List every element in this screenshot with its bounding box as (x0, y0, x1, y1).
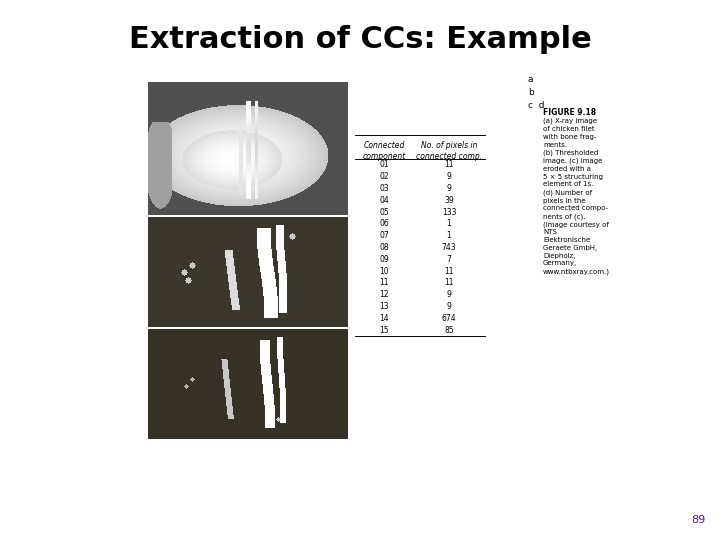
Text: 10: 10 (379, 267, 389, 275)
Text: 9: 9 (446, 302, 451, 311)
Text: 06: 06 (379, 219, 389, 228)
Text: Extraction of CCs: Example: Extraction of CCs: Example (129, 25, 591, 54)
Text: c  d: c d (528, 101, 544, 110)
Text: 02: 02 (379, 172, 389, 181)
Text: 85: 85 (444, 326, 454, 335)
Text: (a) X-ray image
of chicken filet
with bone frag-
ments.
(b) Thresholded
image. (: (a) X-ray image of chicken filet with bo… (543, 118, 610, 275)
Text: 11: 11 (444, 160, 454, 170)
Text: 743: 743 (441, 243, 456, 252)
Text: 9: 9 (446, 290, 451, 299)
Text: 11: 11 (444, 267, 454, 275)
Text: 1: 1 (446, 231, 451, 240)
Text: 9: 9 (446, 184, 451, 193)
Text: 07: 07 (379, 231, 389, 240)
Text: 11: 11 (444, 279, 454, 287)
Text: 133: 133 (442, 207, 456, 217)
Text: 08: 08 (379, 243, 389, 252)
Text: 9: 9 (446, 172, 451, 181)
Text: 674: 674 (441, 314, 456, 323)
Text: 03: 03 (379, 184, 389, 193)
Text: b: b (528, 88, 534, 97)
Text: 14: 14 (379, 314, 389, 323)
Text: FIGURE 9.18: FIGURE 9.18 (543, 108, 596, 117)
Text: No. of pixels in
connected comp.: No. of pixels in connected comp. (416, 141, 482, 161)
Text: 7: 7 (446, 255, 451, 264)
Text: 39: 39 (444, 196, 454, 205)
Text: a: a (528, 75, 534, 84)
Text: 89: 89 (690, 515, 705, 525)
Text: 15: 15 (379, 326, 389, 335)
Text: 01: 01 (379, 160, 389, 170)
Text: 12: 12 (379, 290, 389, 299)
Text: Connected
component: Connected component (362, 141, 405, 161)
Text: 13: 13 (379, 302, 389, 311)
Text: 11: 11 (379, 279, 389, 287)
Text: 04: 04 (379, 196, 389, 205)
Text: 1: 1 (446, 219, 451, 228)
Text: 05: 05 (379, 207, 389, 217)
Text: 09: 09 (379, 255, 389, 264)
